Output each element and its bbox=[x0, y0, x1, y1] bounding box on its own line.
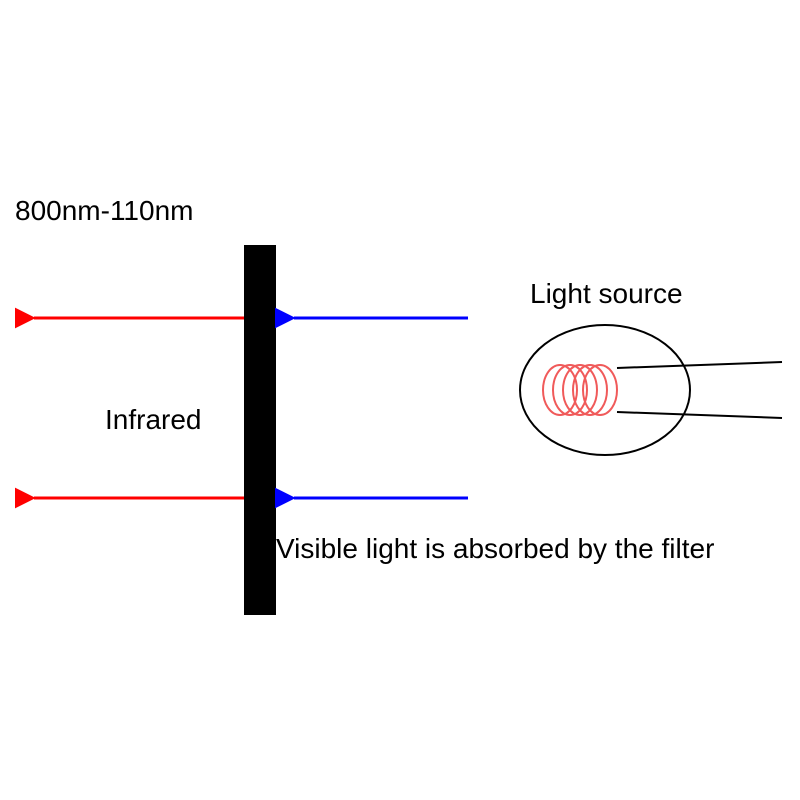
bulb-outline bbox=[520, 325, 690, 455]
lead-bottom bbox=[617, 412, 782, 418]
diagram-svg bbox=[0, 0, 800, 800]
lead-top bbox=[617, 362, 782, 368]
filament-coil-icon bbox=[543, 365, 617, 415]
